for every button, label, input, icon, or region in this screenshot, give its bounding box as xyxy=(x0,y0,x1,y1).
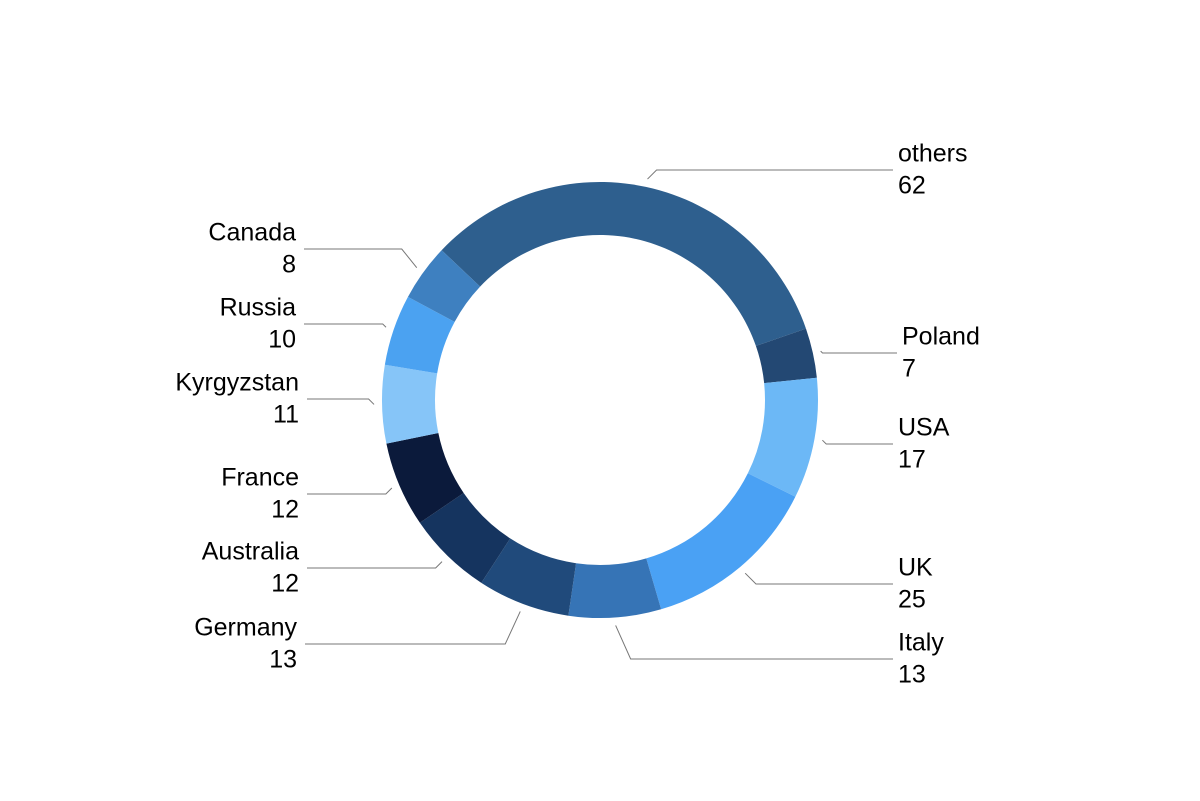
label-value: 12 xyxy=(271,570,299,598)
donut-segment xyxy=(568,558,662,619)
label-value: 8 xyxy=(282,251,296,279)
label-name: Canada xyxy=(208,219,296,247)
leader-line xyxy=(822,439,893,445)
label-name: Russia xyxy=(220,294,297,322)
label-name: Poland xyxy=(902,323,980,351)
leader-line xyxy=(647,169,893,180)
donut-segment xyxy=(646,473,796,610)
label-name: Kyrgyzstan xyxy=(175,369,299,397)
label-value: 62 xyxy=(898,172,926,200)
leader-line xyxy=(305,611,521,645)
label-name: USA xyxy=(898,414,950,442)
label-value: 12 xyxy=(271,496,299,524)
donut-segment xyxy=(407,250,481,322)
leader-line xyxy=(820,350,897,354)
leader-line xyxy=(304,323,387,328)
leader-line xyxy=(615,625,893,660)
label-name: Germany xyxy=(194,614,297,642)
leader-line xyxy=(307,487,393,495)
leader-line xyxy=(304,248,418,269)
leader-line xyxy=(744,572,893,585)
donut-segment xyxy=(384,296,455,374)
donut-segment xyxy=(747,377,818,497)
label-value: 7 xyxy=(902,355,916,383)
donut-segment xyxy=(441,182,806,346)
label-value: 13 xyxy=(269,646,297,674)
label-name: Italy xyxy=(898,629,944,657)
label-value: 13 xyxy=(898,661,926,689)
label-name: Australia xyxy=(202,538,299,566)
donut-segment xyxy=(386,433,464,523)
label-name: others xyxy=(898,140,967,168)
donut-segment xyxy=(755,328,817,384)
label-value: 11 xyxy=(273,401,299,429)
donut-segment xyxy=(419,492,511,583)
label-name: UK xyxy=(898,554,933,582)
label-value: 10 xyxy=(268,326,296,354)
leader-line xyxy=(307,398,375,405)
label-value: 17 xyxy=(898,446,926,474)
leader-line xyxy=(307,561,443,569)
donut-segment xyxy=(381,364,439,444)
label-value: 25 xyxy=(898,586,926,614)
label-name: France xyxy=(221,464,299,492)
donut-segment xyxy=(481,538,577,616)
